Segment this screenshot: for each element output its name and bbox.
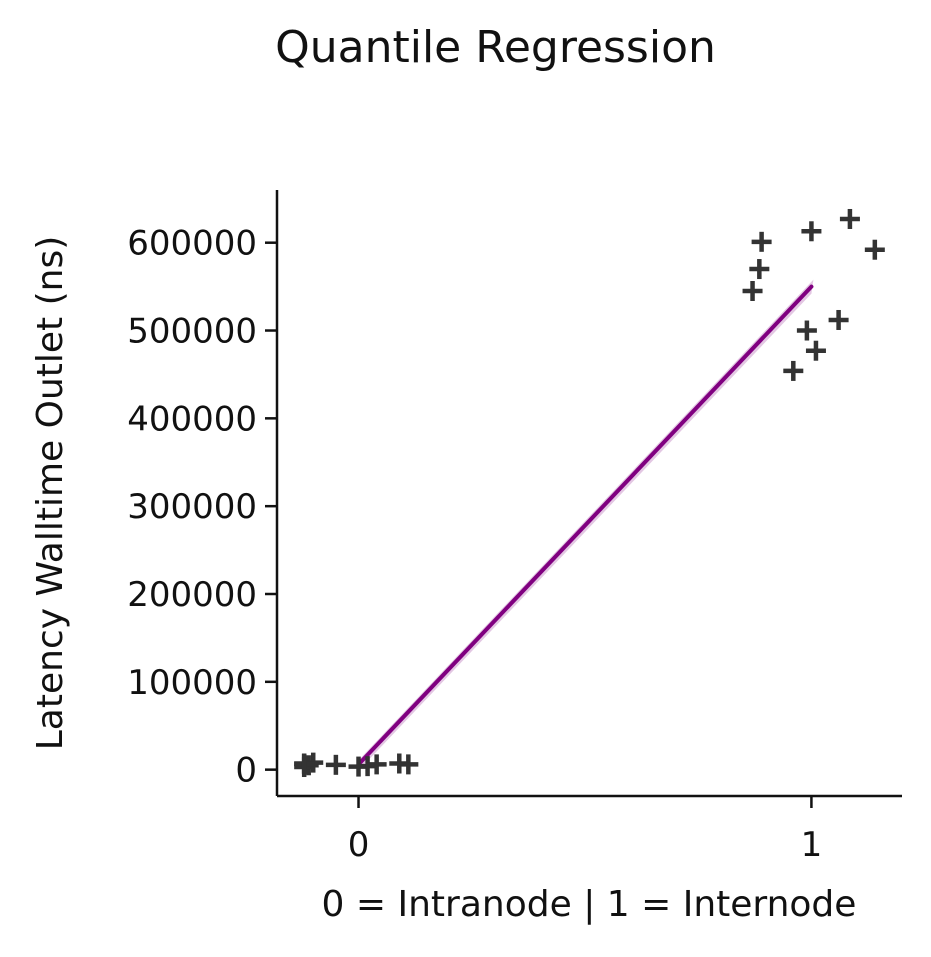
y-tick-label: 500000 (127, 312, 257, 352)
data-point (366, 754, 387, 775)
axis-ticks: 0 100000 200000 300000 400000 500000 600000 0 1 (127, 224, 822, 865)
x-tick-label: 0 (348, 825, 370, 865)
y-tick-label: 600000 (127, 224, 257, 264)
scatter-points (294, 208, 885, 778)
regression-line (356, 284, 814, 767)
data-point (864, 239, 885, 260)
data-point (801, 221, 822, 242)
data-point (839, 208, 860, 229)
data-point (325, 754, 346, 775)
chart-title: Quantile Regression (275, 22, 716, 73)
data-point (742, 281, 763, 301)
y-axis-label: Latency Walltime Outlet (ns) (30, 236, 71, 751)
y-tick-label: 100000 (127, 663, 257, 703)
data-point (805, 340, 826, 361)
y-tick-label: 300000 (127, 487, 257, 527)
data-point (796, 320, 817, 341)
data-point (749, 259, 770, 280)
data-point (398, 754, 419, 775)
x-axis-label: 0 = Intranode | 1 = Internode (322, 884, 857, 925)
data-point (751, 231, 772, 252)
x-tick-label: 1 (801, 825, 823, 865)
data-point (828, 309, 849, 330)
y-tick-label: 0 (235, 751, 257, 791)
y-tick-label: 200000 (127, 575, 257, 615)
y-tick-label: 400000 (127, 399, 257, 439)
data-point (783, 360, 804, 381)
data-point (294, 753, 315, 774)
